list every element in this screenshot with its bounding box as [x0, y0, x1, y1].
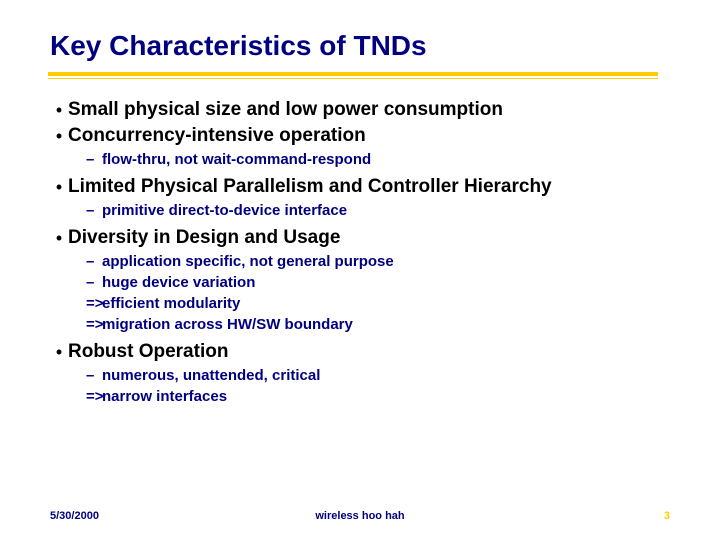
- bullet-text: Concurrency-intensive operation: [68, 124, 366, 148]
- sub-bullet-text: efficient modularity: [102, 294, 240, 314]
- sub-bullet-text: numerous, unattended, critical: [102, 366, 320, 386]
- content-area: • Small physical size and low power cons…: [50, 98, 670, 408]
- bullet-item: • Small physical size and low power cons…: [50, 98, 670, 122]
- bullet-item: • Diversity in Design and Usage: [50, 226, 670, 250]
- bullet-item: • Limited Physical Parallelism and Contr…: [50, 175, 670, 199]
- dash-icon: –: [86, 150, 102, 170]
- dash-icon: –: [86, 252, 102, 272]
- bullet-dot-icon: •: [50, 226, 68, 250]
- slide-title: Key Characteristics of TNDs: [50, 30, 427, 62]
- footer-center-text: wireless hoo hah: [0, 510, 720, 522]
- dash-icon: –: [86, 273, 102, 293]
- bullet-text: Diversity in Design and Usage: [68, 226, 340, 250]
- slide: Key Characteristics of TNDs • Small phys…: [0, 0, 720, 540]
- sub-bullet-item: => efficient modularity: [86, 294, 670, 314]
- bullet-item: • Concurrency-intensive operation: [50, 124, 670, 148]
- sub-bullet-item: – flow-thru, not wait-command-respond: [86, 150, 670, 170]
- arrow-icon: =>: [86, 315, 102, 335]
- sub-bullet-text: primitive direct-to-device interface: [102, 201, 347, 221]
- dash-icon: –: [86, 201, 102, 221]
- bullet-dot-icon: •: [50, 175, 68, 199]
- bullet-dot-icon: •: [50, 340, 68, 364]
- sub-bullet-text: application specific, not general purpos…: [102, 252, 394, 272]
- footer-page-number: 3: [664, 510, 670, 522]
- arrow-icon: =>: [86, 294, 102, 314]
- sub-bullet-item: – numerous, unattended, critical: [86, 366, 670, 386]
- sub-bullet-item: => narrow interfaces: [86, 387, 670, 407]
- sub-bullet-text: narrow interfaces: [102, 387, 227, 407]
- bullet-text: Small physical size and low power consum…: [68, 98, 503, 122]
- title-underline-thick: [48, 72, 658, 76]
- arrow-icon: =>: [86, 387, 102, 407]
- sub-bullet-item: => migration across HW/SW boundary: [86, 315, 670, 335]
- sub-bullet-item: – application specific, not general purp…: [86, 252, 670, 272]
- title-underline-thin: [48, 78, 658, 79]
- sub-bullet-text: huge device variation: [102, 273, 255, 293]
- bullet-text: Limited Physical Parallelism and Control…: [68, 175, 552, 199]
- sub-bullet-text: migration across HW/SW boundary: [102, 315, 353, 335]
- sub-bullet-item: – huge device variation: [86, 273, 670, 293]
- bullet-item: • Robust Operation: [50, 340, 670, 364]
- sub-bullet-text: flow-thru, not wait-command-respond: [102, 150, 371, 170]
- dash-icon: –: [86, 366, 102, 386]
- bullet-text: Robust Operation: [68, 340, 228, 364]
- sub-bullet-item: – primitive direct-to-device interface: [86, 201, 670, 221]
- bullet-dot-icon: •: [50, 124, 68, 148]
- bullet-dot-icon: •: [50, 98, 68, 122]
